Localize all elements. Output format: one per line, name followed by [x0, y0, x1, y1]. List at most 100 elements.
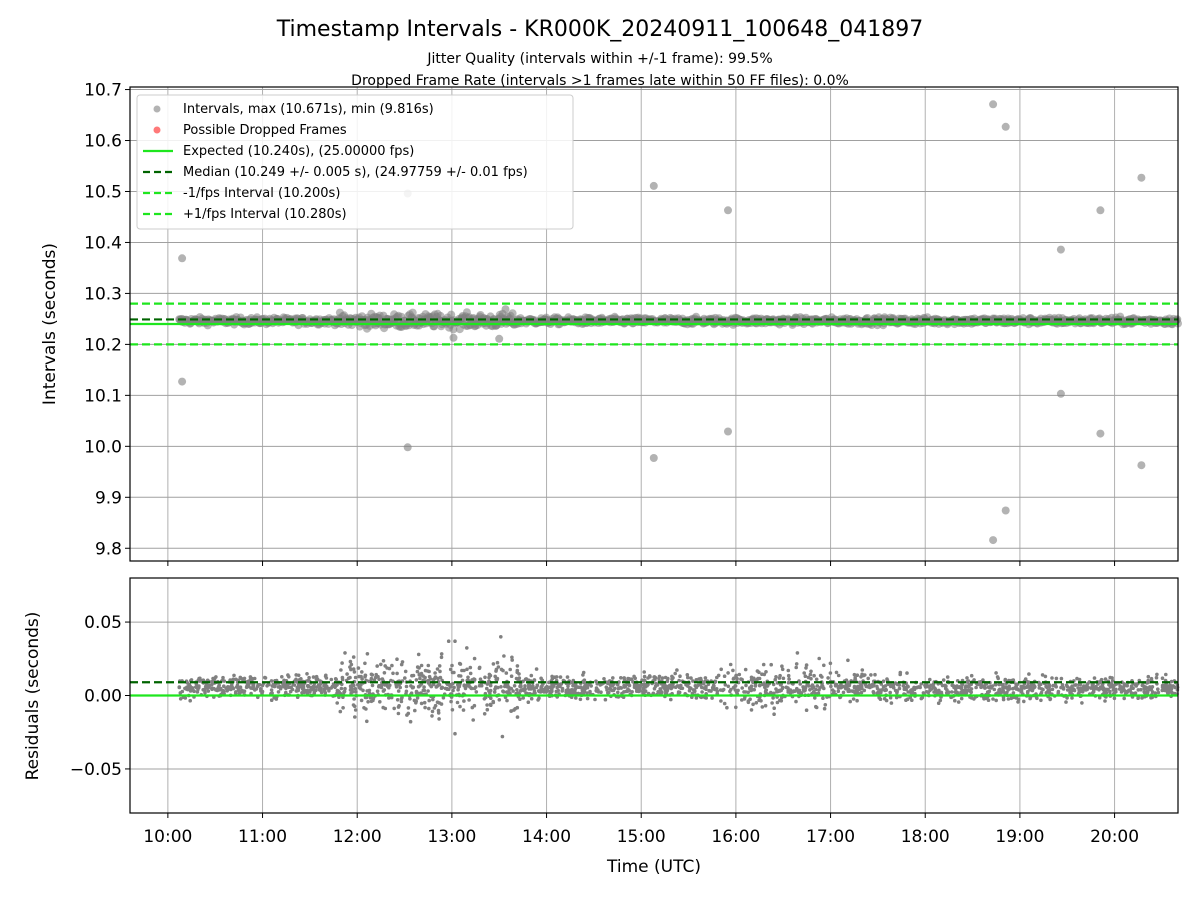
residual-point	[488, 688, 493, 693]
residual-point	[804, 663, 809, 667]
residual-point	[431, 697, 435, 702]
residual-point	[794, 699, 798, 704]
residual-point	[533, 691, 537, 695]
residual-point	[1078, 690, 1082, 694]
residual-point	[1056, 691, 1060, 696]
residual-point	[909, 688, 913, 692]
residual-point	[950, 683, 954, 687]
residual-point	[495, 660, 500, 665]
residual-point	[360, 670, 364, 674]
residual-point	[642, 674, 647, 679]
residual-point	[363, 673, 368, 678]
residual-point	[465, 667, 469, 672]
residual-point	[217, 683, 221, 687]
residual-point	[495, 676, 500, 681]
residual-point	[821, 684, 825, 689]
residual-point	[841, 684, 846, 689]
residual-point	[743, 667, 748, 672]
residual-point	[860, 668, 865, 672]
residual-point	[236, 688, 241, 692]
residual-point	[450, 670, 455, 675]
residuals-x-tick-label: 15:00	[617, 827, 666, 847]
residual-point	[1068, 691, 1072, 695]
residual-point	[358, 687, 363, 691]
residual-point	[467, 698, 471, 702]
residual-point	[653, 677, 657, 682]
residual-point	[415, 696, 420, 700]
residual-point	[488, 691, 492, 696]
residual-point	[1144, 687, 1148, 691]
residual-point	[820, 675, 824, 679]
residual-point	[305, 679, 310, 683]
residual-point	[604, 685, 609, 689]
residual-outlier-point	[500, 734, 505, 739]
residual-point	[1092, 676, 1097, 680]
residual-point	[963, 688, 967, 692]
residual-point	[1019, 684, 1024, 689]
residual-point	[1125, 683, 1129, 688]
residual-point	[342, 690, 346, 694]
residual-point	[231, 677, 235, 682]
residual-point	[836, 689, 841, 693]
residual-point	[1103, 677, 1108, 681]
residual-point	[487, 675, 491, 680]
residual-point	[622, 685, 627, 689]
residual-point	[517, 676, 522, 680]
residual-point	[377, 683, 381, 688]
residual-point	[1160, 676, 1165, 680]
residual-point	[1011, 691, 1016, 695]
residuals-y-label: Residuals (seconds)	[23, 612, 43, 781]
residual-point	[974, 685, 978, 690]
residual-point	[694, 696, 699, 700]
residual-point	[771, 682, 776, 687]
residual-point	[437, 664, 442, 668]
residual-outlier-point	[453, 639, 457, 643]
residual-point	[632, 683, 637, 687]
residual-point	[1170, 690, 1174, 695]
residual-point	[646, 682, 650, 687]
residual-point	[418, 676, 422, 681]
residual-point	[1064, 683, 1069, 687]
residual-point	[740, 686, 744, 690]
residual-point	[1111, 684, 1116, 688]
residual-point	[956, 700, 961, 704]
residual-point	[599, 690, 603, 694]
intervals-y-label: Intervals (seconds)	[40, 243, 60, 405]
residual-point	[1026, 684, 1030, 688]
residual-point	[1122, 696, 1126, 701]
residual-point	[339, 668, 343, 672]
residual-point	[905, 671, 909, 675]
residual-point	[937, 688, 941, 693]
residual-point	[485, 703, 489, 707]
residual-point	[780, 664, 784, 668]
residual-point	[703, 676, 708, 680]
residual-point	[369, 699, 374, 704]
residual-point	[752, 687, 756, 692]
residual-point	[485, 682, 490, 686]
chart-title: Timestamp Intervals - KR000K_20240911_10…	[276, 17, 924, 42]
residual-point	[862, 688, 867, 693]
residual-point	[225, 685, 230, 690]
residual-point	[540, 684, 544, 688]
residual-point	[798, 682, 802, 686]
interval-point	[408, 308, 417, 317]
residual-point	[746, 699, 751, 703]
residual-point	[395, 657, 399, 661]
residual-point	[282, 679, 286, 684]
residual-point	[387, 696, 391, 700]
residual-point	[654, 681, 659, 686]
residual-point	[775, 689, 780, 694]
residual-point	[183, 686, 187, 691]
residual-point	[322, 684, 326, 688]
residual-point	[706, 682, 711, 687]
residual-point	[950, 690, 954, 694]
residual-point	[691, 679, 695, 683]
residual-point	[616, 686, 621, 691]
interval-outlier-point	[1056, 245, 1065, 254]
residual-point	[1027, 680, 1031, 684]
residual-point	[365, 719, 369, 724]
residual-point	[594, 689, 599, 693]
residual-point	[809, 676, 813, 681]
residual-point	[381, 705, 386, 710]
residual-point	[515, 715, 520, 719]
